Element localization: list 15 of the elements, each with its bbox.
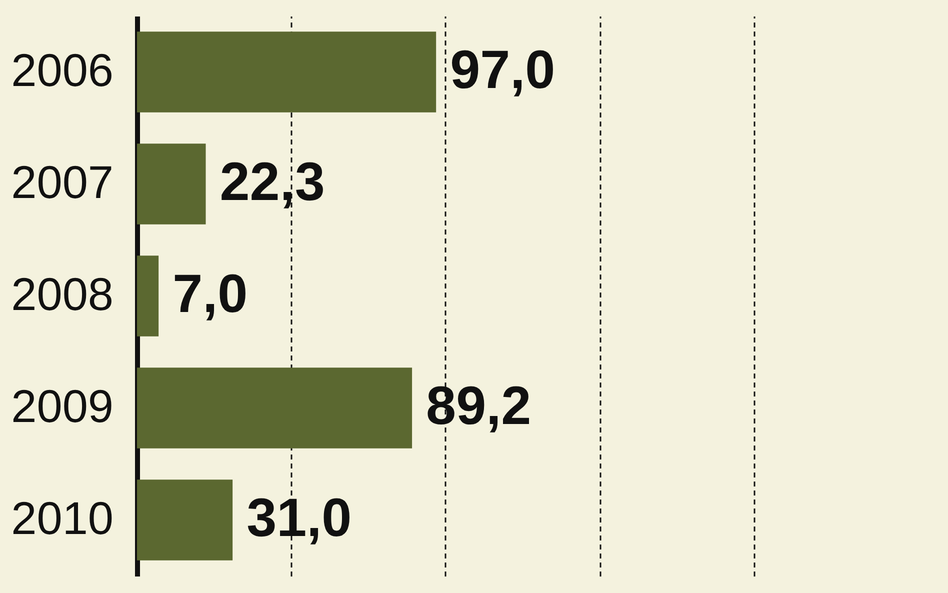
data-label: 89,2 (426, 376, 532, 436)
bar (137, 144, 206, 224)
bar (137, 32, 436, 112)
data-label: 97,0 (450, 40, 556, 100)
data-label: 7,0 (172, 264, 248, 324)
bar (137, 480, 233, 560)
data-label: 31,0 (246, 488, 352, 548)
data-label: 22,3 (220, 152, 325, 212)
y-tick-label: 2007 (11, 156, 114, 208)
y-tick-label: 2008 (11, 268, 114, 320)
y-tick-label: 2009 (11, 380, 114, 432)
bar (137, 256, 159, 336)
y-tick-label: 2010 (11, 492, 114, 544)
bar (137, 368, 412, 448)
y-tick-label: 2006 (11, 44, 114, 96)
